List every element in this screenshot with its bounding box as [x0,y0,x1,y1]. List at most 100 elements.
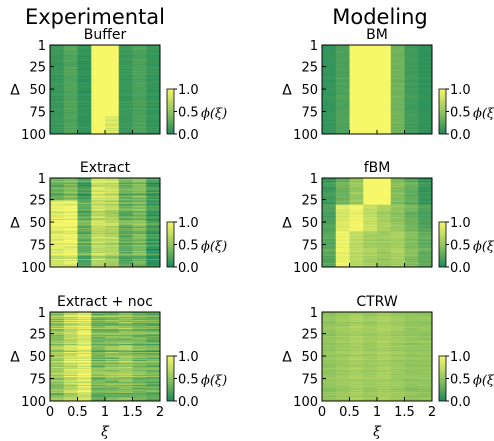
heatmap-cell [105,366,120,368]
heatmap-cell [377,203,392,206]
heatmap-cell [335,348,350,350]
heatmap-cell [390,370,405,373]
heatmap-cell [63,64,78,66]
heatmap-cell [335,61,350,63]
heatmap-cell [390,180,405,182]
heatmap-cell [349,226,364,228]
heatmap-cell [363,62,378,65]
heatmap-cell [91,92,106,94]
heatmap-cell [335,248,350,250]
heatmap-cell [404,389,419,391]
heatmap-cell [404,73,419,75]
heatmap-cell [335,110,350,113]
heatmap-cell [335,225,350,227]
heatmap-cell [146,214,161,216]
heatmap-cell [91,396,106,398]
heatmap-cell [335,47,350,49]
heatmap-cell [91,49,106,51]
heatmap-cell [91,328,106,331]
heatmap-cell [77,258,92,261]
heatmap-cell [335,221,350,223]
heatmap-cell [418,79,433,81]
heatmap-cell [146,185,161,187]
heatmap-cell [105,321,120,324]
heatmap-cell [377,346,392,348]
heatmap-cell [349,209,364,211]
heatmap-cell [349,354,364,357]
heatmap-cell [118,337,133,340]
heatmap-cell [105,261,120,263]
heatmap-cell [50,258,65,261]
heatmap-cell [50,219,65,222]
heatmap-cell [390,107,405,109]
heatmap-cell [418,221,433,223]
heatmap-cell [105,132,120,134]
heatmap-cell [363,238,378,240]
heatmap-cell [63,85,78,87]
heatmap-cell [349,205,364,207]
heatmap-cell [335,363,350,365]
heatmap-cell [132,351,147,353]
heatmap-cell [132,61,147,63]
heatmap-cell [118,368,133,370]
heatmap-cell [77,78,92,81]
heatmap-cell [335,65,350,67]
heatmap-cell [390,337,405,340]
heatmap-cell [118,387,133,389]
heatmap-cell [418,180,433,182]
heatmap-cell [146,256,161,258]
heatmap-cell [77,351,92,353]
heatmap-cell [390,51,405,53]
heatmap-cell [377,328,392,330]
heatmap-cell [349,252,364,255]
heatmap-cell [377,348,392,350]
heatmap-cell [377,64,392,66]
heatmap-cell [118,54,133,57]
heatmap-cell [146,231,161,233]
heatmap-cell [50,241,65,243]
heatmap-cell [335,95,350,98]
heatmap-cell [77,121,92,123]
heatmap-cell [377,87,392,90]
heatmap-cell [77,125,92,128]
heatmap-cell [390,360,405,363]
heatmap-cell [105,355,120,357]
heatmap-cell [335,326,350,328]
heatmap-cell [132,68,147,70]
heatmap-cell [91,340,106,342]
heatmap-cell [132,194,147,197]
heatmap-cell [91,246,106,248]
heatmap-cell [77,234,92,236]
heatmap-cell [77,360,92,362]
heatmap-cell [377,63,392,65]
heatmap-cell [404,359,419,361]
heatmap-cell [322,182,337,184]
y-axis-label: Δ [10,350,20,366]
heatmap-cell [91,398,106,400]
heatmap-cell [377,114,392,116]
heatmap-cell [418,205,433,207]
heatmap-cell [146,50,161,52]
heatmap-cell [105,356,120,358]
heatmap-cell [118,125,133,127]
heatmap-cell [118,234,133,236]
colorbar-label: ϕ(ξ) [201,374,227,389]
heatmap-cell [377,396,392,398]
heatmap-cell [335,185,350,187]
heatmap-cell [418,260,433,263]
heatmap-cell [335,262,350,264]
heatmap-cell [63,328,78,330]
heatmap-cell [363,59,378,61]
heatmap-cell [377,130,392,132]
heatmap-cell [50,129,65,131]
heatmap-cell [77,128,92,130]
heatmap-cell [322,340,337,342]
heatmap-cell [335,333,350,335]
heatmap-cell [146,387,161,389]
heatmap-cell [390,208,405,210]
heatmap-cell [363,85,378,88]
heatmap-cell [335,130,350,132]
heatmap-cell [363,229,378,231]
heatmap-cell [377,53,392,55]
heatmap-cell [91,225,106,227]
